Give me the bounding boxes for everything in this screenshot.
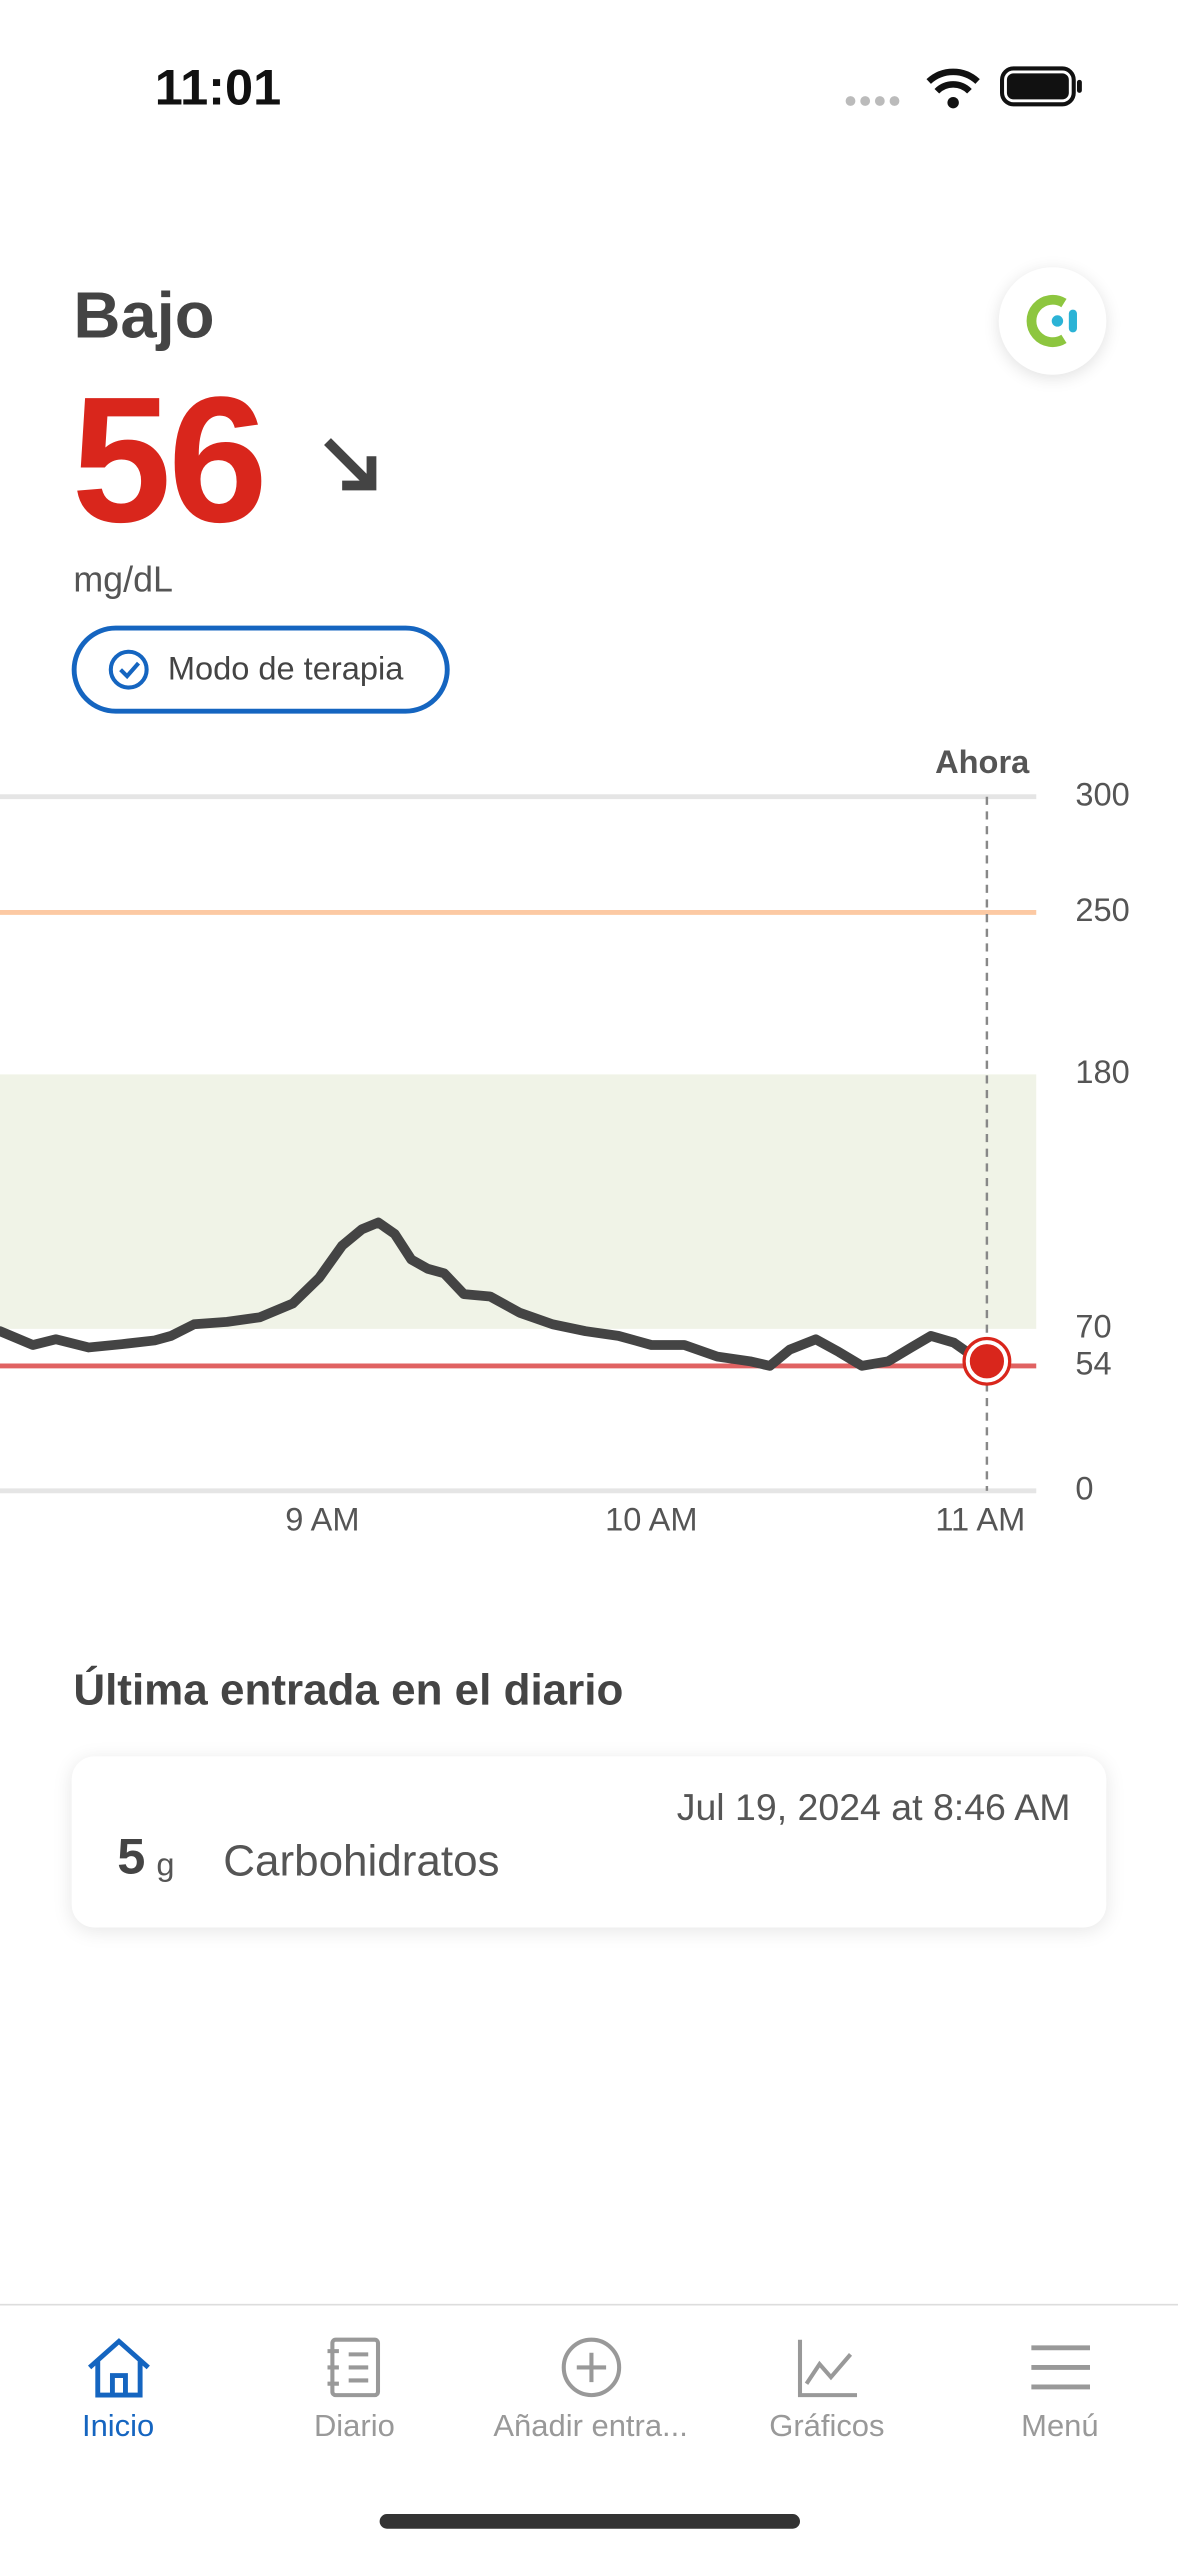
glucose-unit: mg/dL bbox=[73, 558, 173, 600]
y-tick-label: 180 bbox=[1075, 1054, 1129, 1090]
tab-menu[interactable]: Menú bbox=[942, 2335, 1178, 2446]
status-icons bbox=[845, 66, 1082, 109]
add-icon bbox=[560, 2337, 621, 2398]
trend-arrow bbox=[324, 438, 377, 491]
tab-label: Menú bbox=[1021, 2409, 1099, 2444]
check-icon bbox=[108, 649, 149, 690]
tab-label: Diario bbox=[313, 2409, 395, 2444]
tab-add-entry[interactable]: Añadir entra... bbox=[473, 2335, 709, 2446]
y-tick-label: 70 bbox=[1075, 1308, 1111, 1344]
current-reading-marker bbox=[964, 1339, 1009, 1384]
now-label: Ahora bbox=[935, 744, 1030, 780]
x-tick-label: 10 AM bbox=[605, 1501, 697, 1537]
x-tick-label: 11 AM bbox=[935, 1501, 1025, 1537]
home-indicator bbox=[379, 2514, 800, 2529]
home-icon bbox=[87, 2338, 150, 2398]
y-tick-label: 0 bbox=[1075, 1470, 1093, 1506]
tab-diario[interactable]: Diario bbox=[236, 2335, 472, 2446]
tab-label: Gráficos bbox=[769, 2409, 885, 2444]
glucose-value: 56 bbox=[71, 360, 268, 561]
tab-bar: Inicio Diario Añadir entra... Gráficos M… bbox=[0, 2303, 1178, 2556]
tab-inicio[interactable]: Inicio bbox=[0, 2335, 236, 2446]
logo-icon bbox=[1026, 294, 1077, 348]
journal-icon bbox=[326, 2337, 380, 2398]
app-logo-button[interactable] bbox=[998, 267, 1107, 375]
journal-entry-card[interactable]: Jul 19, 2024 at 8:46 AM 5 g Carbohidrato… bbox=[71, 1756, 1107, 1928]
entry-type: Carbohidratos bbox=[223, 1836, 500, 1886]
therapy-mode-label: Modo de terapia bbox=[167, 650, 404, 687]
y-tick-label: 300 bbox=[1075, 776, 1129, 812]
tab-label: Inicio bbox=[81, 2409, 155, 2444]
tab-label: Añadir entra... bbox=[493, 2409, 688, 2444]
graph-icon bbox=[797, 2339, 857, 2398]
target-range bbox=[0, 1074, 1037, 1329]
status-time: 11:01 bbox=[154, 58, 282, 116]
x-tick-label: 9 AM bbox=[285, 1501, 359, 1537]
y-tick-label: 54 bbox=[1075, 1346, 1111, 1382]
y-tick-label: 250 bbox=[1075, 892, 1129, 928]
glucose-status: Bajo bbox=[73, 280, 215, 352]
entry-amount: 5 bbox=[117, 1828, 146, 1886]
tab-graficos[interactable]: Gráficos bbox=[709, 2335, 945, 2446]
entry-timestamp: Jul 19, 2024 at 8:46 AM bbox=[676, 1785, 1071, 1829]
therapy-mode-button[interactable]: Modo de terapia bbox=[71, 625, 450, 714]
current-reading-ring bbox=[962, 1336, 1012, 1386]
journal-title: Última entrada en el diario bbox=[73, 1665, 624, 1715]
menu-icon bbox=[1030, 2345, 1090, 2390]
glucose-line bbox=[0, 1217, 992, 1371]
entry-unit: g bbox=[156, 1847, 175, 1884]
